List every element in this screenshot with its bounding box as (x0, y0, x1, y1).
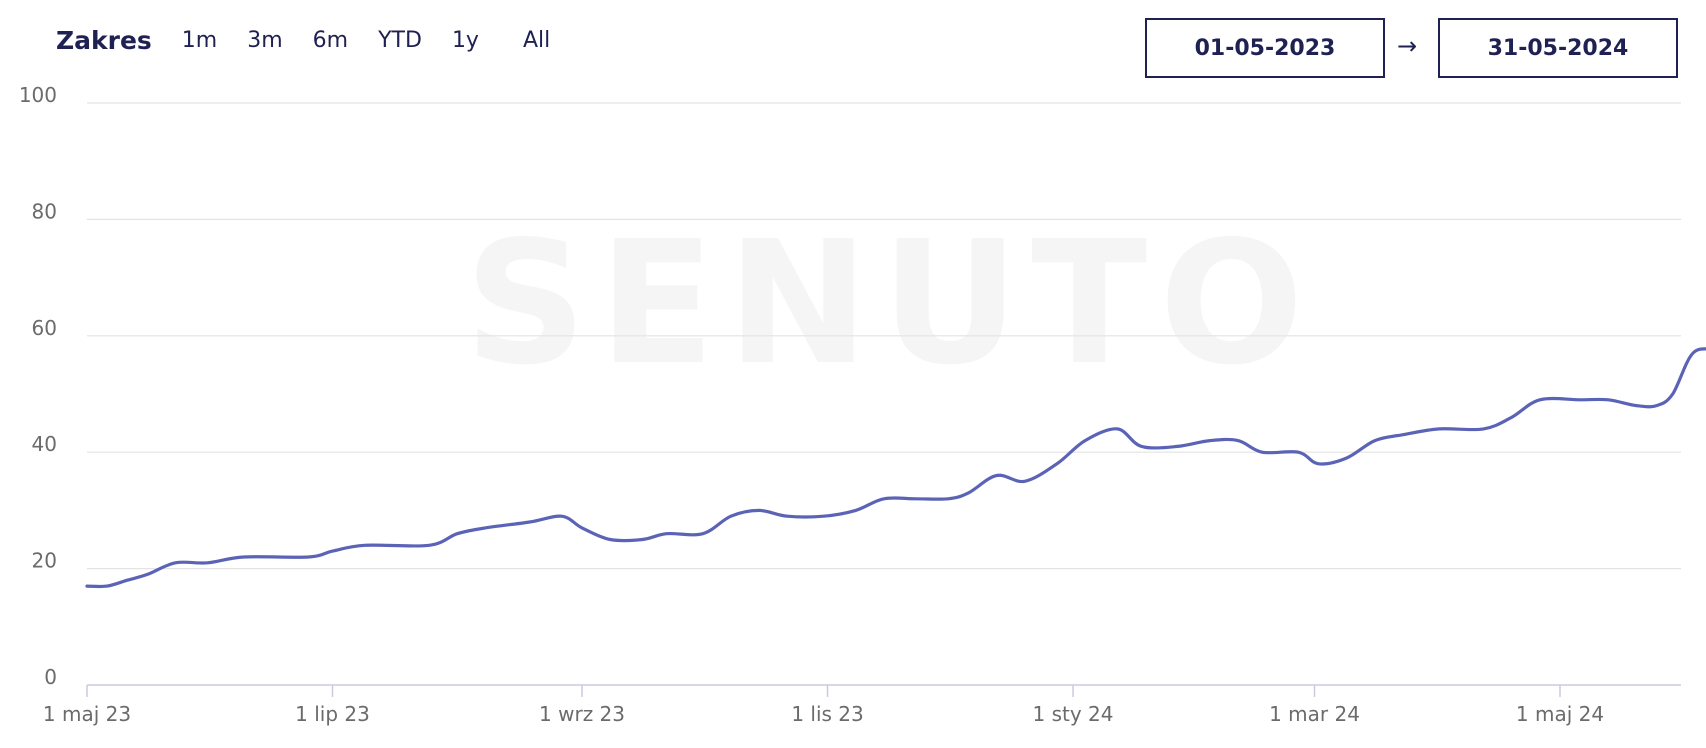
x-tick-label: 1 maj 23 (43, 702, 131, 726)
range-button-all[interactable]: All (522, 27, 551, 53)
range-selector: Zakres 1m 3m 6m YTD 1y All (56, 20, 580, 60)
range-button-1y[interactable]: 1y (451, 27, 479, 53)
series-line-0 (85, 347, 1706, 589)
date-range-arrow-icon: → (1397, 32, 1418, 60)
grid-lines (87, 102, 1681, 570)
range-button-3m[interactable]: 3m (247, 27, 283, 53)
range-button-1m[interactable]: 1m (181, 27, 218, 53)
y-tick-label: 100 (19, 83, 57, 107)
y-axis: 0 20 40 60 80 100 (19, 83, 57, 689)
x-tick-label: 1 lis 23 (791, 702, 863, 726)
x-tick-label: 1 maj 24 (1516, 702, 1604, 726)
watermark-logo: SENUTO (464, 205, 1315, 403)
x-axis: 1 maj 23 1 lip 23 1 wrz 23 1 lis 23 1 sty 24… (43, 684, 1681, 726)
range-button-ytd[interactable]: YTD (378, 27, 422, 53)
range-button-6m[interactable]: 6m (312, 27, 349, 53)
date-from-input[interactable]: 01-05-2023 (1145, 18, 1385, 78)
date-to-input[interactable]: 31-05-2024 (1438, 18, 1678, 78)
x-tick-label: 1 sty 24 (1033, 702, 1114, 726)
y-tick-label: 60 (32, 316, 57, 340)
x-tick-label: 1 mar 24 (1269, 702, 1360, 726)
x-tick-label: 1 wrz 23 (539, 702, 625, 726)
y-tick-label: 40 (32, 432, 57, 456)
y-tick-label: 0 (44, 665, 57, 689)
y-tick-label: 20 (32, 549, 57, 573)
x-tick-label: 1 lip 23 (295, 702, 370, 726)
series-layer (85, 347, 1706, 589)
range-title: Zakres (56, 25, 152, 55)
y-tick-label: 80 (32, 199, 57, 223)
